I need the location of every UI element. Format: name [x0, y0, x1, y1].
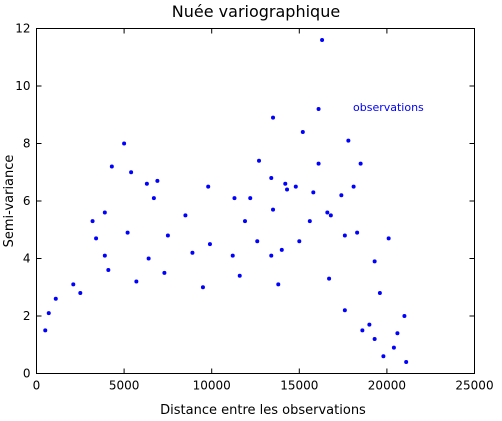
points-layer — [43, 38, 409, 364]
data-point — [242, 219, 247, 224]
data-point — [125, 230, 130, 235]
data-point — [325, 210, 330, 215]
data-point — [271, 207, 276, 212]
y-tick-label: 4 — [23, 252, 31, 266]
data-point — [386, 236, 391, 241]
data-point — [144, 181, 149, 186]
plot-frame — [36, 28, 475, 374]
data-point — [328, 213, 333, 218]
x-tick-label: 15000 — [280, 379, 318, 393]
data-point — [200, 285, 205, 290]
data-point — [53, 296, 58, 301]
data-point — [109, 164, 114, 169]
data-point — [367, 322, 372, 327]
data-point — [90, 219, 95, 224]
y-tick-label: 12 — [15, 22, 30, 36]
data-point — [165, 233, 170, 238]
data-point — [339, 193, 344, 198]
data-point — [102, 210, 107, 215]
data-point — [155, 178, 160, 183]
data-point — [71, 282, 76, 287]
data-point — [129, 170, 134, 175]
data-point — [351, 184, 356, 189]
y-tick-label: 2 — [23, 309, 31, 323]
x-axis-title: Distance entre les observations — [160, 403, 366, 417]
data-point — [248, 196, 253, 201]
data-point — [46, 311, 51, 316]
data-point — [230, 253, 235, 258]
data-point — [346, 138, 351, 143]
data-point — [206, 184, 211, 189]
data-point — [293, 184, 298, 189]
y-axis-title: Semi-variance — [2, 155, 17, 248]
data-point — [279, 247, 284, 252]
data-point — [232, 196, 237, 201]
data-point — [342, 233, 347, 238]
data-point — [190, 250, 195, 255]
data-point — [122, 141, 127, 146]
data-point — [404, 360, 409, 364]
data-point — [320, 38, 325, 42]
y-tick-label: 0 — [23, 367, 31, 381]
data-point — [297, 239, 302, 244]
data-point — [106, 268, 111, 272]
data-point — [146, 256, 151, 261]
data-point — [283, 181, 288, 186]
data-point — [269, 253, 274, 258]
x-tick-label: 20000 — [368, 379, 406, 393]
data-point — [207, 242, 212, 247]
y-tick-label: 6 — [23, 194, 31, 208]
data-point — [391, 345, 396, 350]
data-point — [78, 291, 83, 295]
y-tick-label: 8 — [23, 137, 31, 151]
data-point — [276, 282, 281, 287]
data-point — [377, 291, 382, 295]
data-point — [43, 328, 48, 333]
data-point — [307, 219, 312, 224]
data-point — [102, 253, 107, 258]
data-point — [269, 176, 274, 180]
x-tick-label: 0 — [33, 379, 41, 393]
data-point — [381, 354, 386, 359]
data-point — [358, 161, 363, 166]
data-point — [316, 161, 321, 166]
ticks-layer: 0 5000 10000 15000 20000 25000 0 2 4 6 8 10 12 — [15, 22, 493, 393]
data-point — [311, 190, 316, 195]
data-point — [151, 196, 156, 201]
x-tick-label: 5000 — [109, 379, 140, 393]
y-tick-label: 10 — [15, 79, 30, 93]
data-point — [327, 276, 332, 281]
data-point — [162, 270, 167, 275]
data-point — [271, 115, 276, 120]
data-point — [342, 308, 347, 313]
data-point — [395, 331, 400, 336]
data-point — [257, 158, 262, 163]
data-point — [285, 187, 290, 192]
data-point — [316, 107, 321, 111]
data-point — [402, 314, 407, 318]
data-point — [255, 239, 260, 244]
data-point — [372, 337, 377, 341]
data-point — [355, 230, 360, 235]
data-point — [360, 328, 365, 333]
data-point — [237, 273, 242, 278]
data-point — [134, 279, 139, 284]
chart-title: Nuée variographique — [172, 2, 340, 21]
legend-label-observations: observations — [353, 101, 424, 114]
x-tick-label: 25000 — [455, 379, 493, 393]
data-point — [94, 236, 99, 241]
data-point — [300, 130, 305, 134]
data-point — [372, 259, 377, 264]
x-tick-label: 10000 — [193, 379, 231, 393]
data-point — [183, 213, 188, 218]
